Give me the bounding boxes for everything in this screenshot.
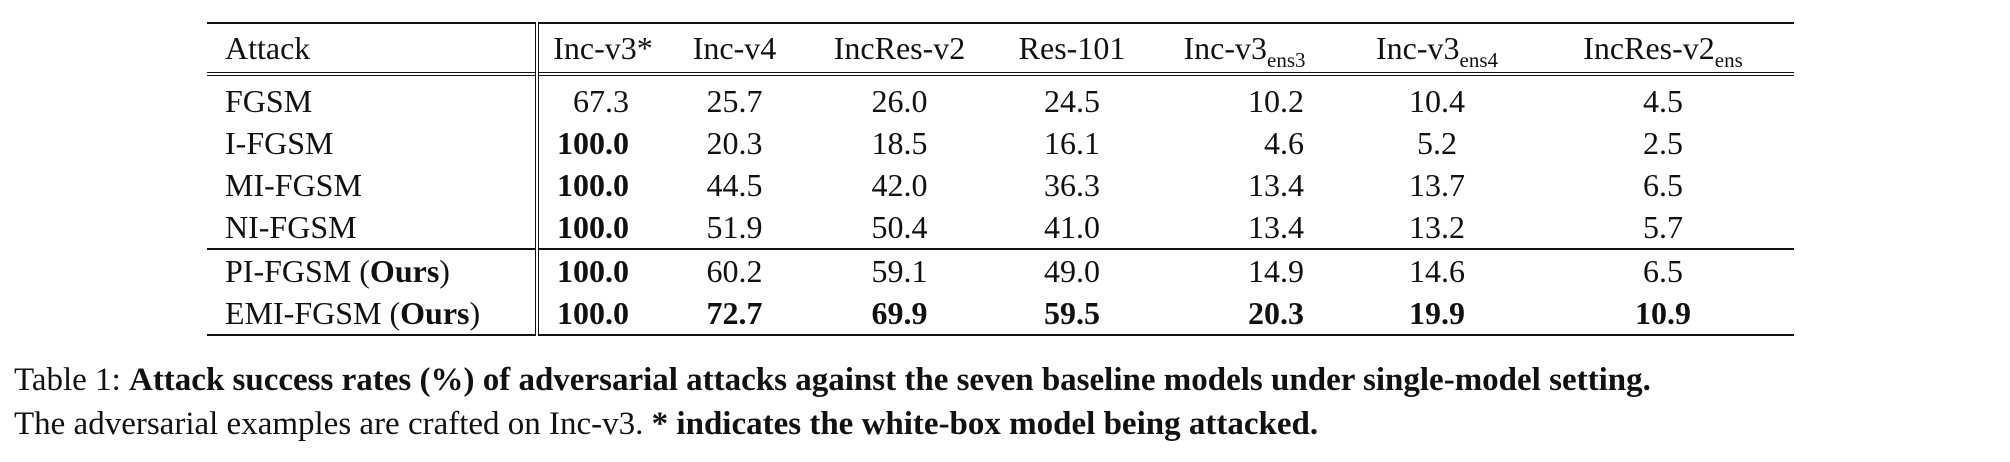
cell: 51.9 xyxy=(706,209,763,245)
cell: 100.0 xyxy=(557,295,629,331)
cell: 14.6 xyxy=(1409,253,1465,289)
cell: 42.0 xyxy=(871,167,928,203)
ours-marker: Ours xyxy=(400,295,470,331)
cell: 10.4 xyxy=(1409,83,1465,119)
cell: 18.5 xyxy=(871,125,928,161)
cell: 20.3 xyxy=(1248,295,1304,331)
table-row: FGSM 67.3 25.7 26.0 24.5 10.2 10.4 4.5 xyxy=(207,74,1794,122)
cell: 10.2 xyxy=(1248,83,1304,119)
header-col-2: IncRes-v2 xyxy=(833,30,966,66)
table-row: MI-FGSM 100.0 44.5 42.0 36.3 13.4 13.7 6… xyxy=(207,164,1794,206)
table-row: PI-FGSM (Ours) 100.0 60.2 59.1 49.0 14.9… xyxy=(207,249,1794,292)
cell: 5.2 xyxy=(1417,125,1457,161)
caption-title: Attack success rates (%) of adversarial … xyxy=(128,362,1651,398)
table-row: EMI-FGSM (Ours) 100.0 72.7 69.9 59.5 20.… xyxy=(207,292,1794,335)
header-col-6: IncRes-v2ens xyxy=(1583,30,1743,72)
cell: 49.0 xyxy=(1044,253,1100,289)
cell: 100.0 xyxy=(557,253,629,289)
results-table-container: Attack Inc-v3* Inc-v4 IncRes-v2 Res-101 … xyxy=(207,22,1794,336)
header-col-5: Inc-v3ens4 xyxy=(1375,30,1498,72)
cell: 2.5 xyxy=(1643,125,1683,161)
cell: 13.7 xyxy=(1409,167,1465,203)
table-row: NI-FGSM 100.0 51.9 50.4 41.0 13.4 13.2 5… xyxy=(207,206,1794,249)
cell: 67.3 xyxy=(573,83,629,119)
cell: 44.5 xyxy=(706,167,763,203)
cell: 50.4 xyxy=(871,209,928,245)
row-label: I-FGSM xyxy=(207,122,539,164)
caption-note: * indicates the white-box model being at… xyxy=(651,406,1319,442)
cell: 10.9 xyxy=(1635,295,1691,331)
cell: 6.5 xyxy=(1643,253,1683,289)
cell: 4.5 xyxy=(1643,83,1683,119)
cell: 100.0 xyxy=(557,209,629,245)
header-col-0: Inc-v3* xyxy=(553,30,653,66)
header-col-3: Res-101 xyxy=(1018,30,1126,66)
cell: 100.0 xyxy=(557,125,629,161)
row-label: EMI-FGSM (Ours) xyxy=(207,292,539,335)
row-label: PI-FGSM (Ours) xyxy=(207,249,539,292)
cell: 41.0 xyxy=(1044,209,1100,245)
cell: 26.0 xyxy=(871,83,928,119)
cell: 13.2 xyxy=(1409,209,1465,245)
table-row: I-FGSM 100.0 20.3 18.5 16.1 4.6 5.2 2.5 xyxy=(207,122,1794,164)
row-label: NI-FGSM xyxy=(207,206,539,249)
header-attack: Attack xyxy=(207,23,539,74)
cell: 100.0 xyxy=(557,167,629,203)
cell: 36.3 xyxy=(1044,167,1100,203)
cell: 14.9 xyxy=(1248,253,1304,289)
header-col-1: Inc-v4 xyxy=(692,30,777,66)
cell: 25.7 xyxy=(706,83,763,119)
row-label: MI-FGSM xyxy=(207,164,539,206)
cell: 69.9 xyxy=(871,295,928,331)
caption-body: The adversarial examples are crafted on … xyxy=(14,406,644,442)
cell: 20.3 xyxy=(706,125,763,161)
cell: 6.5 xyxy=(1643,167,1683,203)
cell: 59.5 xyxy=(1044,295,1100,331)
cell: 60.2 xyxy=(706,253,763,289)
header-row: Attack Inc-v3* Inc-v4 IncRes-v2 Res-101 … xyxy=(207,23,1794,74)
table-caption: Table 1: Attack success rates (%) of adv… xyxy=(14,358,1999,446)
ours-marker: Ours xyxy=(369,253,440,289)
cell: 16.1 xyxy=(1044,125,1100,161)
cell: 19.9 xyxy=(1409,295,1465,331)
results-table: Attack Inc-v3* Inc-v4 IncRes-v2 Res-101 … xyxy=(207,22,1794,336)
cell: 59.1 xyxy=(871,253,928,289)
cell: 24.5 xyxy=(1044,83,1100,119)
header-col-4: Inc-v3ens3 xyxy=(1183,30,1306,72)
row-label: FGSM xyxy=(207,74,539,122)
caption-label: Table 1: xyxy=(14,362,121,398)
cell: 4.6 xyxy=(1264,125,1304,161)
cell: 72.7 xyxy=(706,295,763,331)
cell: 13.4 xyxy=(1248,167,1304,203)
cell: 13.4 xyxy=(1248,209,1304,245)
cell: 5.7 xyxy=(1643,209,1683,245)
